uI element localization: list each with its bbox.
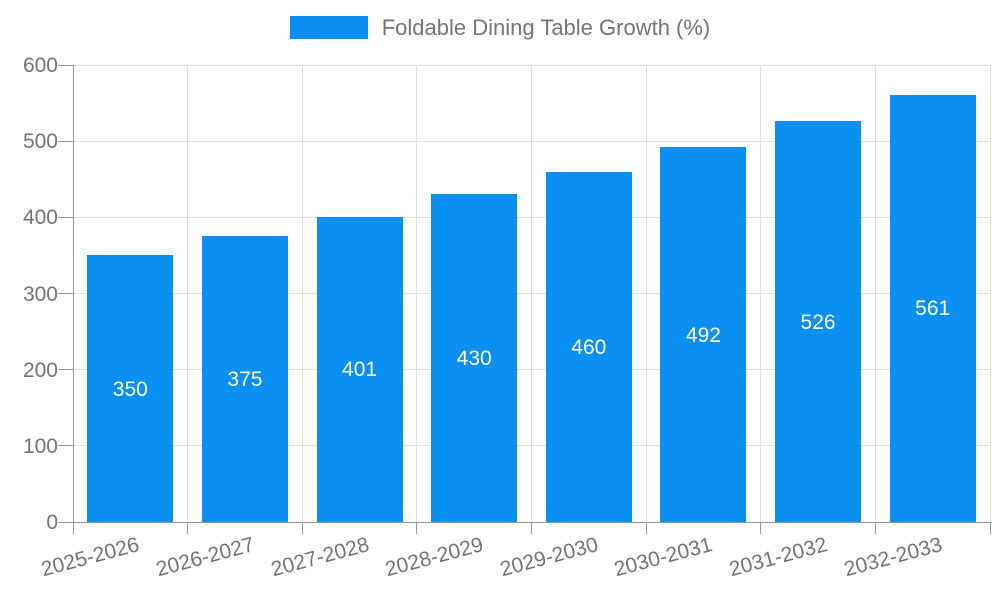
x-tick — [874, 522, 876, 534]
v-gridline — [416, 65, 418, 522]
legend-swatch-icon — [289, 16, 368, 39]
y-tick — [58, 293, 73, 294]
y-tick — [58, 64, 73, 66]
y-tick — [58, 445, 73, 447]
x-tick — [645, 522, 647, 534]
x-tick — [760, 522, 762, 534]
x-tick — [531, 522, 532, 534]
y-axis-line — [72, 65, 74, 534]
v-gridline — [760, 65, 762, 522]
y-tick — [58, 140, 73, 142]
y-tick-label: 600 — [22, 54, 58, 77]
bar-value-label: 375 — [227, 368, 263, 392]
x-tick — [187, 522, 189, 534]
y-tick — [58, 369, 73, 371]
y-tick-label: 400 — [22, 206, 58, 230]
bar: 561 — [889, 94, 976, 522]
x-tick-label: 2028-2029 — [382, 533, 486, 582]
bar-value-label: 350 — [112, 377, 148, 401]
bar-value-label: 492 — [685, 323, 721, 347]
x-tick-label: 2027-2028 — [268, 533, 372, 582]
bar: 375 — [201, 236, 288, 522]
v-gridline — [989, 65, 991, 522]
bar: 526 — [775, 121, 862, 522]
x-tick-label: 2032-2033 — [841, 533, 945, 582]
bar-value-label: 526 — [800, 310, 836, 334]
bar-value-label: 401 — [342, 358, 378, 382]
v-gridline — [531, 65, 532, 522]
x-tick — [989, 522, 991, 534]
x-tick-label: 2025-2026 — [39, 533, 143, 582]
x-tick-label: 2029-2030 — [497, 533, 601, 582]
bar: 492 — [660, 147, 747, 522]
x-tick-label: 2026-2027 — [153, 533, 257, 582]
x-tick-label: 2030-2031 — [612, 533, 716, 582]
bar: 350 — [87, 255, 174, 522]
bar-value-label: 460 — [571, 335, 607, 359]
v-gridline — [187, 65, 189, 522]
y-tick — [58, 216, 73, 218]
x-axis-line — [58, 521, 992, 523]
bar: 430 — [431, 194, 518, 522]
y-tick-label: 0 — [46, 511, 58, 534]
bar: 460 — [545, 171, 632, 522]
bar-value-label: 561 — [915, 297, 951, 321]
y-tick-label: 100 — [22, 434, 58, 458]
legend-label: Foldable Dining Table Growth (%) — [381, 14, 711, 40]
y-tick-label: 200 — [22, 358, 58, 382]
y-tick-label: 300 — [22, 282, 58, 306]
y-tick-label: 500 — [22, 130, 58, 154]
x-tick — [301, 522, 303, 534]
bar: 401 — [316, 216, 403, 522]
bar-value-label: 430 — [456, 347, 492, 371]
v-gridline — [301, 65, 303, 522]
legend[interactable]: Foldable Dining Table Growth (%) — [0, 16, 1000, 39]
x-tick-label: 2031-2032 — [726, 533, 830, 582]
x-tick — [416, 522, 418, 534]
v-gridline — [874, 65, 876, 522]
v-gridline — [645, 65, 647, 522]
